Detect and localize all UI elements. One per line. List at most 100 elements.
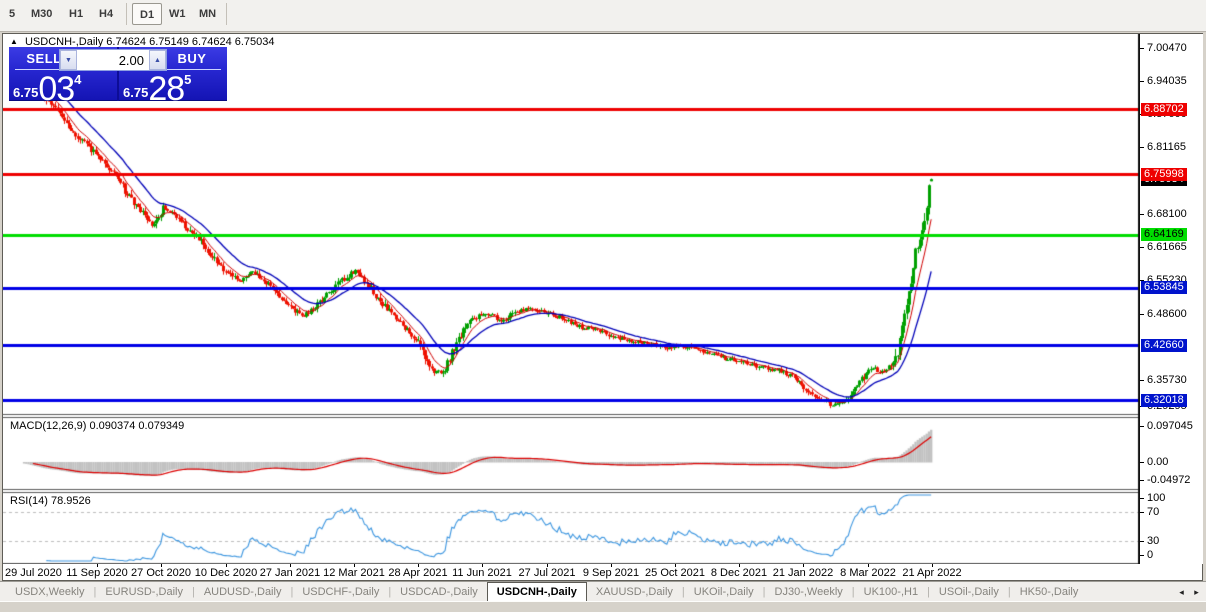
chart-canvas[interactable] [3, 34, 1139, 564]
volume-control: ▼ 2.00 ▲ [59, 49, 167, 71]
date-label: 11 Jun 2021 [452, 567, 512, 579]
macd-indicator-label: MACD(12,26,9) 0.090374 0.079349 [10, 420, 185, 432]
price-tag-6.64169: 6.64169 [1141, 228, 1187, 242]
sell-price-display: 6.75034 [13, 70, 82, 108]
date-tick [97, 564, 98, 567]
symbol-tab-eurusd-daily[interactable]: EURUSD-,Daily [105, 586, 183, 598]
volume-decrease-button[interactable]: ▼ [60, 50, 77, 70]
toolbar-separator [226, 3, 227, 25]
date-label: 27 Jul 2021 [518, 567, 576, 579]
date-label: 29 Jul 2020 [5, 567, 62, 579]
date-tick [161, 564, 162, 567]
tab-separator: | [191, 586, 195, 598]
tab-separator: | [290, 586, 294, 598]
price-tag-6.75998: 6.75998 [1141, 167, 1187, 181]
symbol-tab-bar: USDX,Weekly | EURUSD-,Daily | AUDUSD-,Daily |… [0, 581, 1206, 601]
date-tick [675, 564, 676, 567]
timeframe-button-5[interactable]: 5 [9, 8, 16, 20]
date-label: 25 Oct 2021 [645, 567, 705, 579]
date-label: 21 Apr 2022 [902, 567, 962, 579]
date-label: 21 Jan 2022 [772, 567, 834, 579]
symbol-tab-xauusd-daily[interactable]: XAUUSD-,Daily [595, 586, 673, 598]
axis-tick-label: 0.097045 [1140, 420, 1193, 433]
date-tick [418, 564, 419, 567]
timeframe-toolbar: 5 M30 H1 H4 D1 W1 MN [0, 0, 1206, 32]
sell-button[interactable]: SELL [9, 47, 79, 71]
axis-tick-label: 100 [1140, 492, 1165, 505]
symbol-tab-audusd-daily[interactable]: AUDUSD-,Daily [203, 586, 282, 598]
symbol-tab-uk100-h1[interactable]: UK100-,H1 [863, 586, 919, 598]
buy-button[interactable]: BUY [157, 47, 227, 71]
collapse-panel-icon[interactable]: ▲ [10, 37, 18, 46]
chart-symbol-period: USDCNH-,Daily [24, 36, 104, 48]
timeframe-button-h1[interactable]: H1 [69, 8, 84, 20]
symbol-tab-usoil-daily[interactable]: USOil-,Daily [938, 586, 999, 598]
date-label: 12 Mar 2021 [323, 567, 385, 579]
date-label: 9 Sep 2021 [582, 567, 640, 579]
date-tick [739, 564, 740, 567]
tab-scroll-arrows[interactable]: ◂ ▸ [1176, 583, 1206, 601]
timeframe-button-h4[interactable]: H4 [99, 8, 114, 20]
chart-title: ▲ USDCNH-,Daily 6.74624 6.75149 6.74624 … [10, 36, 275, 48]
rsi-indicator-label: RSI(14) 78.9526 [10, 495, 91, 507]
axis-tick-label: 70 [1140, 506, 1159, 519]
volume-input[interactable]: 2.00 [118, 53, 144, 68]
axis-tick-label: 7.00470 [1140, 42, 1187, 55]
price-axis[interactable]: 7.004706.940356.876006.811656.681006.616… [1139, 34, 1203, 564]
status-bar [0, 601, 1206, 612]
price-tag-6.53845: 6.53845 [1141, 281, 1187, 295]
tab-separator: | [93, 586, 97, 598]
date-tick [482, 564, 483, 567]
date-tick [868, 564, 869, 567]
timeframe-button-m30[interactable]: M30 [31, 8, 53, 20]
chart-window: ▲ USDCNH-,Daily 6.74624 6.75149 6.74624 … [2, 33, 1203, 581]
chart-ohlc-values: 6.74624 6.75149 6.74624 6.75034 [106, 36, 275, 48]
axis-tick-label: 6.94035 [1140, 75, 1187, 88]
volume-increase-button[interactable]: ▲ [149, 50, 166, 70]
tab-separator: | [388, 586, 392, 598]
date-tick [226, 564, 227, 567]
date-label: 10 Dec 2020 [194, 567, 258, 579]
timeframe-button-w1[interactable]: W1 [169, 8, 186, 20]
one-click-trade-panel: SELL BUY ▼ 2.00 ▲ 6.75034 6.75285 [9, 47, 227, 108]
price-tag-6.88702: 6.88702 [1141, 102, 1187, 116]
symbol-tab-usdcnh-daily[interactable]: USDCNH-,Daily [486, 582, 587, 601]
date-axis[interactable]: 29 Jul 2020 11 Sep 2020 27 Oct 2020 10 Dec … [3, 564, 1202, 580]
date-tick [547, 564, 548, 567]
date-label: 27 Oct 2020 [131, 567, 191, 579]
symbol-tab-usdcad-daily[interactable]: USDCAD-,Daily [400, 586, 478, 598]
price-tag-6.42660: 6.42660 [1141, 338, 1187, 352]
symbol-tab-hk50-daily[interactable]: HK50-,Daily [1019, 586, 1079, 598]
axis-tick-label: 6.68100 [1140, 208, 1187, 221]
timeframe-button-mn[interactable]: MN [199, 8, 217, 20]
date-label: 8 Mar 2022 [840, 567, 896, 579]
symbol-tab-usdchf-daily[interactable]: USDCHF-,Daily [302, 586, 380, 598]
axis-tick-label: 0 [1140, 549, 1153, 562]
date-tick [932, 564, 933, 567]
axis-tick-label: 30 [1140, 535, 1159, 548]
axis-tick-label: 6.48600 [1140, 308, 1187, 321]
symbol-tab-dj30-weekly[interactable]: DJ30-,Weekly [774, 586, 843, 598]
symbol-tab-ukoil-daily[interactable]: UKOil-,Daily [693, 586, 754, 598]
date-label: 28 Apr 2021 [388, 567, 448, 579]
axis-tick-label: 6.35730 [1140, 374, 1187, 387]
date-tick [354, 564, 355, 567]
toolbar-separator [126, 3, 127, 25]
tab-separator: | [851, 586, 855, 598]
date-tick [611, 564, 612, 567]
symbol-tab-usdx-weekly[interactable]: USDX,Weekly [15, 586, 85, 598]
date-label: 8 Dec 2021 [710, 567, 768, 579]
tab-separator: | [762, 586, 766, 598]
date-tick [290, 564, 291, 567]
buy-price-display: 6.75285 [123, 70, 192, 108]
date-tick [803, 564, 804, 567]
tab-separator: | [927, 586, 930, 598]
axis-tick-label: 0.00 [1140, 456, 1168, 469]
axis-tick-label: 6.61665 [1140, 241, 1187, 254]
trade-panel-divider [117, 47, 119, 101]
tab-separator: | [1007, 586, 1011, 598]
tab-separator: | [681, 586, 685, 598]
date-label: 11 Sep 2020 [66, 567, 128, 579]
axis-tick-label: 6.81165 [1140, 141, 1186, 154]
timeframe-button-d1[interactable]: D1 [132, 3, 163, 25]
